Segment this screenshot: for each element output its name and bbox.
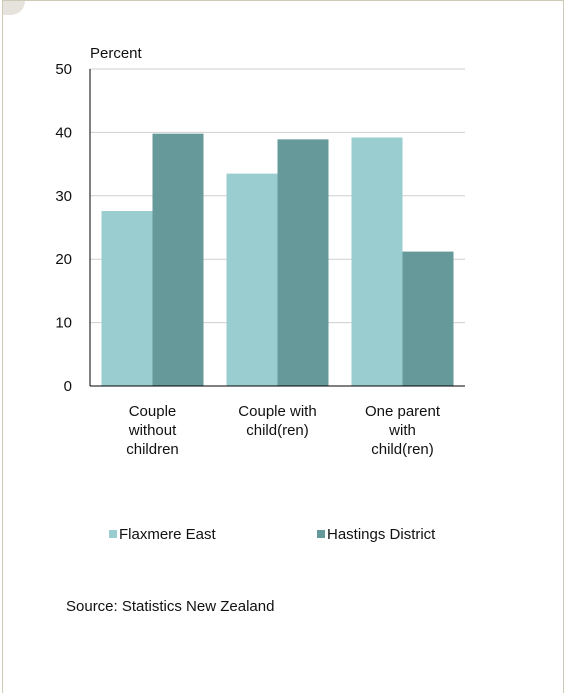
legend-swatch: [317, 530, 325, 538]
y-tick-label: 40: [55, 124, 72, 141]
x-category-label: child(ren): [246, 422, 309, 439]
bar-hastings-district-0: [152, 133, 204, 386]
y-tick-label: 30: [55, 188, 72, 205]
legend: Flaxmere East Hastings District: [109, 526, 436, 543]
y-axis-label: Percent: [90, 45, 143, 62]
source-note: Source: Statistics New Zealand: [66, 598, 274, 615]
x-category-label: without: [128, 422, 177, 439]
legend-label: Hastings District: [327, 526, 436, 543]
x-category-label: Couple: [129, 403, 177, 420]
x-category-label: children: [126, 441, 179, 458]
y-tick-label: 0: [64, 378, 72, 395]
x-category-label: with: [388, 422, 416, 439]
x-category-label: child(ren): [371, 441, 434, 458]
legend-swatch: [109, 530, 117, 538]
y-tick-label: 20: [55, 251, 72, 268]
corner-decoration: [3, 1, 25, 15]
bar-flaxmere-east-0: [101, 211, 153, 386]
bar-hastings-district-2: [402, 251, 454, 386]
x-category-label: One parent: [365, 403, 441, 420]
y-tick-label: 10: [55, 315, 72, 332]
x-category-label: Couple with: [238, 403, 316, 420]
y-tick-label: 50: [55, 61, 72, 78]
bar-flaxmere-east-2: [351, 137, 403, 386]
bar-flaxmere-east-1: [226, 173, 278, 386]
legend-label: Flaxmere East: [119, 526, 217, 543]
bar-hastings-district-1: [277, 139, 329, 386]
axes: 0 10 20 30 40 50 Couple without children Couple w…: [55, 61, 465, 458]
bars: [101, 133, 454, 386]
